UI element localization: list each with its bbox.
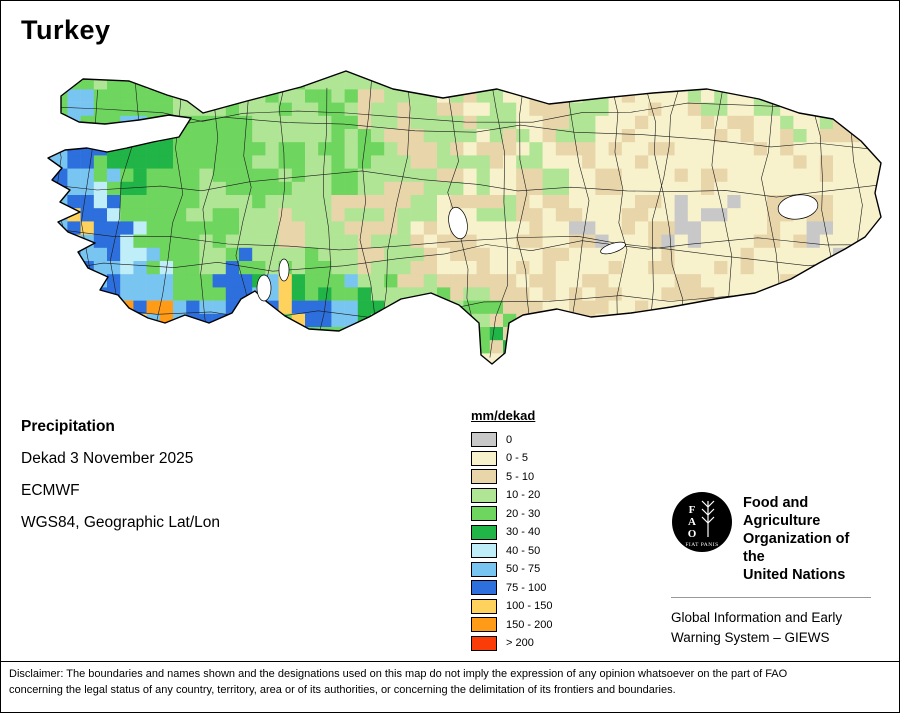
lake-egirdir xyxy=(278,258,290,282)
legend-label: 75 - 100 xyxy=(506,581,547,594)
legend-swatch-4 xyxy=(471,506,497,521)
disclaimer-line-1: Disclaimer: The boundaries and names sho… xyxy=(9,668,788,680)
wheat-icon xyxy=(701,500,715,537)
legend-label: 5 - 10 xyxy=(506,470,535,483)
lakes xyxy=(256,194,819,302)
legend-swatch-5 xyxy=(471,524,497,540)
legend-label: 30 - 40 xyxy=(506,526,541,538)
legend-label: 0 - 5 xyxy=(506,452,529,464)
legend-swatch-3 xyxy=(471,487,497,503)
fao-logo-letter-o: O xyxy=(688,528,697,540)
legend-label: 100 - 150 xyxy=(506,600,553,612)
legend-entry: > 200 xyxy=(471,635,552,651)
legend-entry: 0 - 5 xyxy=(471,450,552,466)
fao-block: F A O FIAT PANIS Food and Agriculture Or… xyxy=(671,491,871,648)
legend-entry: 75 - 100 xyxy=(471,580,552,595)
legend-entry: 10 - 20 xyxy=(471,487,552,503)
legend-rows: 0 0 - 5 5 - 10 10 - 20 20 - 30 30 - 40 40 - 50… xyxy=(471,432,552,651)
source-label: ECMWF xyxy=(21,482,80,499)
fao-motto: FIAT PANIS xyxy=(685,542,718,548)
legend-swatch-6 xyxy=(471,543,497,558)
legend-swatch-0 xyxy=(471,432,497,447)
legend-entry: 150 - 200 xyxy=(471,617,552,632)
legend-label: > 200 xyxy=(506,637,534,649)
fao-logo: F A O FIAT PANIS xyxy=(672,492,732,552)
page-title: Turkey xyxy=(21,15,111,45)
legend-entry: 20 - 30 xyxy=(471,506,552,521)
precipitation-cells xyxy=(48,71,881,364)
map-info-block: Precipitation Dekad 3 November 2025 ECMW… xyxy=(21,418,220,546)
fao-name-line-2: Organization of the xyxy=(743,531,850,565)
disclaimer-line-2: concerning the legal status of any count… xyxy=(9,683,676,696)
legend-label: 50 - 75 xyxy=(506,563,541,575)
legend: mm/dekad 0 0 - 5 5 - 10 10 - 20 20 - 30 30 - … xyxy=(471,408,552,654)
legend-swatch-2 xyxy=(471,469,497,484)
legend-entry: 50 - 75 xyxy=(471,561,552,577)
giews-line-1: Global Information and Early xyxy=(671,610,843,625)
fao-logo-circle xyxy=(672,492,732,552)
lake-keban xyxy=(600,241,626,255)
legend-label: 40 - 50 xyxy=(506,544,541,557)
fao-name-line-1: Food and Agriculture xyxy=(743,495,821,529)
legend-swatch-9 xyxy=(471,598,497,614)
legend-label: 10 - 20 xyxy=(506,489,541,501)
fao-divider xyxy=(671,597,871,598)
fao-organization-name: Food and Agriculture Organization of the… xyxy=(743,491,871,584)
legend-swatch-A xyxy=(471,617,497,632)
legend-swatch-B xyxy=(471,635,497,651)
legend-title: mm/dekad xyxy=(471,408,536,423)
province-borders xyxy=(48,71,881,364)
giews-line-2: Warning System – GIEWS xyxy=(671,630,830,645)
projection-label: WGS84, Geographic Lat/Lon xyxy=(21,514,221,531)
legend-entry: 30 - 40 xyxy=(471,524,552,540)
legend-entry: 100 - 150 xyxy=(471,598,553,614)
fao-logo-letter-f: F xyxy=(689,504,696,516)
lake-van xyxy=(777,194,819,220)
fao-name-line-3: United Nations xyxy=(743,567,846,583)
dekad-label: Dekad 3 November 2025 xyxy=(21,450,194,467)
legend-entry: 40 - 50 xyxy=(471,543,552,558)
legend-entry: 5 - 10 xyxy=(471,469,552,484)
legend-label: 20 - 30 xyxy=(506,507,541,520)
lake-tuz xyxy=(448,206,468,240)
legend-swatch-1 xyxy=(471,450,497,466)
legend-entry: 0 xyxy=(471,432,552,447)
fao-logo-letter-a: A xyxy=(688,516,696,528)
legend-swatch-7 xyxy=(471,561,497,577)
country-border xyxy=(47,70,882,365)
giews-label: Global Information and Early Warning Sys… xyxy=(671,608,871,648)
disclaimer: Disclaimer: The boundaries and names sho… xyxy=(1,661,899,698)
legend-label: 0 xyxy=(506,433,513,446)
layer-name: Precipitation xyxy=(21,418,115,435)
legend-label: 150 - 200 xyxy=(506,618,553,631)
lake-beysehir xyxy=(256,274,272,302)
legend-swatch-8 xyxy=(471,580,497,595)
